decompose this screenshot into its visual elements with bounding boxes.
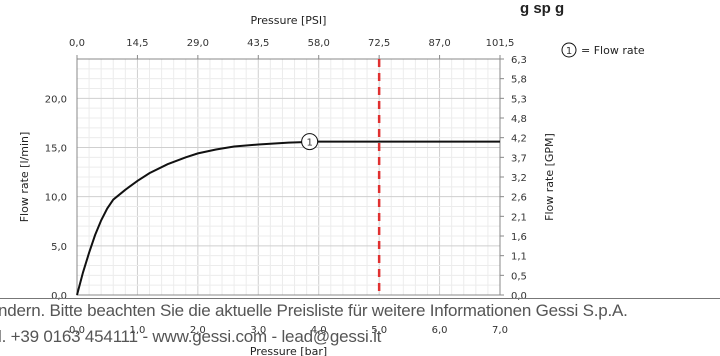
y-tick-label: 0,0 — [51, 291, 67, 302]
right-tick-label: 0,5 — [511, 271, 527, 282]
footer-divider — [0, 298, 720, 299]
right-tick-label: 2,6 — [511, 193, 527, 204]
y-tick-label: 15,0 — [45, 144, 67, 155]
y-tick-label: 20,0 — [45, 94, 67, 105]
page-header-fragment: g sp g — [520, 0, 565, 17]
right-tick-label: 5,8 — [511, 75, 527, 86]
legend-marker-circle — [561, 42, 577, 58]
legend-text: = Flow rate — [581, 44, 645, 57]
x-tick-label: 6,0 — [432, 325, 448, 336]
legend: 1 = Flow rate — [561, 42, 645, 58]
right-tick-label: 0,0 — [511, 291, 527, 302]
right-tick-label: 2,1 — [511, 212, 527, 223]
top-tick-label: 87,0 — [428, 38, 450, 49]
top-tick-label: 101,5 — [486, 38, 515, 49]
top-tick-label: 14,5 — [126, 38, 148, 49]
series-marker-label: 1 — [306, 138, 312, 149]
top-tick-label: 0,0 — [69, 38, 85, 49]
y-tick-label: 10,0 — [45, 193, 67, 204]
x-axis-title: Pressure [bar] — [250, 345, 327, 356]
y-axis-title: Flow rate [l/min] — [18, 132, 31, 223]
right-tick-label: 6,3 — [511, 55, 527, 66]
axes — [76, 55, 504, 296]
tick-labels: 0,0 1,0 2,0 3,0 4,0 5,0 6,0 7,0 0,0 14,5 29,0 43,5 5… — [18, 14, 556, 356]
x-tick-label: 4,0 — [311, 325, 327, 336]
series-marker-circle — [301, 133, 319, 151]
x-tick-label: 2,0 — [190, 325, 206, 336]
grid — [76, 58, 501, 296]
right-tick-label: 3,2 — [511, 173, 527, 184]
top-tick-label: 29,0 — [187, 38, 209, 49]
x-tick-label: 1,0 — [129, 325, 145, 336]
right-tick-label: 4,2 — [511, 134, 527, 145]
footer-line-1: ndern. Bitte beachten Sie die aktuelle P… — [0, 301, 628, 320]
top-axis-title: Pressure [PSI] — [251, 14, 327, 27]
x-tick-label: 3,0 — [250, 325, 266, 336]
x-tick-label: 5,0 — [371, 325, 387, 336]
x-tick-label: 7,0 — [492, 325, 508, 336]
right-tick-label: 1,1 — [511, 252, 527, 263]
top-tick-label: 58,0 — [308, 38, 330, 49]
right-tick-label: 4,8 — [511, 114, 527, 125]
right-tick-label: 3,7 — [511, 153, 527, 164]
top-tick-label: 43,5 — [247, 38, 269, 49]
footer-line-2: l. +39 0163 454111 - www.gessi.com - lea… — [0, 327, 382, 346]
series-line-flow-rate — [76, 140, 500, 296]
x-tick-label: 0,0 — [69, 325, 85, 336]
right-tick-label: 1,6 — [511, 232, 527, 243]
y-tick-label: 5,0 — [51, 242, 67, 253]
right-tick-label: 5,3 — [511, 94, 527, 105]
legend-marker-label: 1 — [566, 46, 572, 57]
series-layer: 1 — [76, 59, 500, 296]
right-axis-title: Flow rate [GPM] — [543, 133, 556, 221]
top-tick-label: 72,5 — [368, 38, 390, 49]
